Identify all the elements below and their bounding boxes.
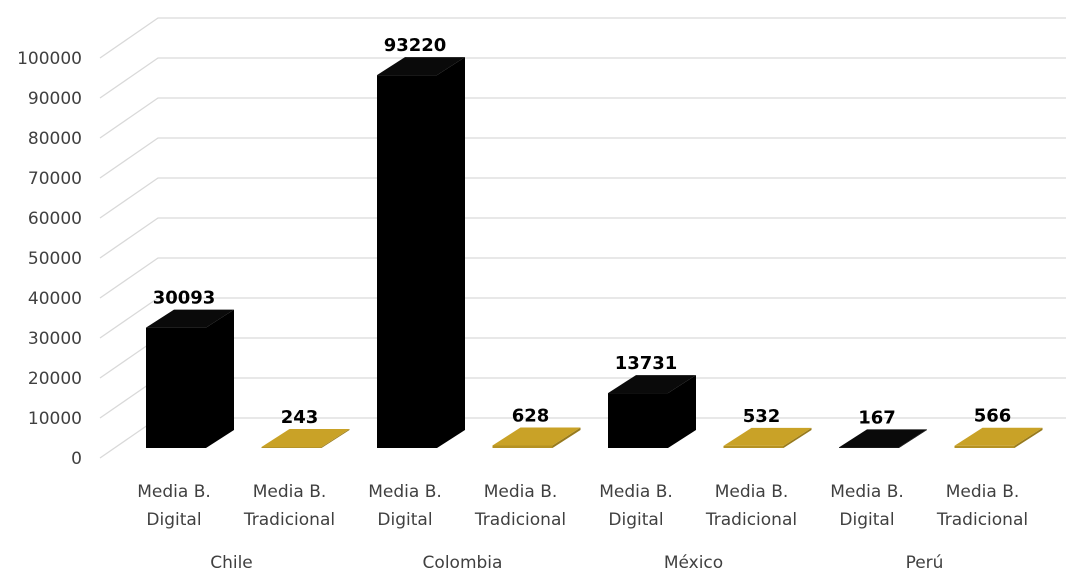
category-label: Media B. [253,482,327,502]
y-tick-label: 20000 [28,369,82,389]
group-labels: Chile Colombia México Perú [210,553,943,573]
bar-top [146,309,234,328]
gridline [99,17,1066,59]
y-tick-label: 0 [71,449,82,469]
bar-front [377,75,437,449]
bar [954,427,1043,448]
bar-top [723,427,812,446]
data-label: 167 [858,407,896,428]
bar-front [608,393,668,448]
category-label: Tradicional [936,510,1028,530]
y-tick-label: 60000 [28,209,82,229]
data-label: 243 [281,407,319,428]
y-tick-label: 40000 [28,289,82,309]
y-tick-label: 90000 [28,89,82,109]
gridline [99,97,1066,139]
gridline [99,257,1066,299]
gridline [99,297,1066,339]
data-labels: 30093 243 93220 628 13731 532 167 566 [153,35,1012,428]
gridline [99,137,1066,179]
data-label: 13731 [615,353,678,374]
bar-top [839,429,927,448]
bars [146,57,1043,449]
group-label: Colombia [423,553,503,573]
bar-top [954,427,1043,446]
bar [377,57,465,449]
category-label: Media B. [484,482,558,502]
bar-front [261,447,322,448]
data-label: 628 [512,405,550,426]
y-axis-tick-labels: 0 10000 20000 30000 40000 50000 60000 70000 8000… [17,49,82,469]
category-label: Media B. [599,482,673,502]
category-label: Media B. [137,482,211,502]
category-label: Digital [146,510,201,530]
bar-side [899,429,927,448]
bar-side [668,375,696,448]
y-tick-label: 70000 [28,169,82,189]
bar-front [723,445,784,448]
group-label: México [664,553,723,573]
y-tick-label: 10000 [28,409,82,429]
gridline [99,217,1066,259]
category-label: Tradicional [705,510,797,530]
category-label: Media B. [946,482,1020,502]
y-tick-label: 100000 [17,49,82,69]
bar-front [492,445,553,448]
category-labels: Media B. Digital Media B. Tradicional Media … [137,482,1028,530]
category-label: Digital [377,510,432,530]
gridlines [99,17,1066,459]
group-label: Chile [210,553,253,573]
bar-top [377,57,465,76]
category-label: Media B. [368,482,442,502]
bar-side [321,429,350,448]
bar [723,427,812,448]
category-label: Tradicional [243,510,335,530]
gridline [99,177,1066,219]
y-tick-label: 80000 [28,129,82,149]
category-label: Tradicional [474,510,566,530]
bar-top [261,429,350,448]
data-label: 566 [974,406,1012,427]
category-label: Digital [608,510,663,530]
data-label: 30093 [153,288,216,309]
bar [492,427,581,448]
gridline [99,417,1066,459]
bar [146,309,234,448]
bar-side [437,57,465,449]
bar-front [839,447,899,448]
bar [261,429,350,448]
data-label: 93220 [384,35,447,56]
bar-side [783,427,812,448]
gridline [99,377,1066,419]
bar-top [492,427,581,446]
y-tick-label: 50000 [28,249,82,269]
category-label: Media B. [830,482,904,502]
y-tick-label: 30000 [28,329,82,349]
category-label: Media B. [715,482,789,502]
gridline [99,337,1066,379]
bar [608,375,696,448]
bar-side [1014,427,1043,448]
gridline [99,57,1066,99]
bar-front [954,445,1015,448]
group-label: Perú [906,553,944,573]
bar-side [552,427,581,448]
bar-front [146,327,206,448]
bar-top [608,375,696,394]
bar [839,429,927,448]
bar-side [206,309,234,448]
data-label: 532 [743,406,781,427]
category-label: Digital [839,510,894,530]
